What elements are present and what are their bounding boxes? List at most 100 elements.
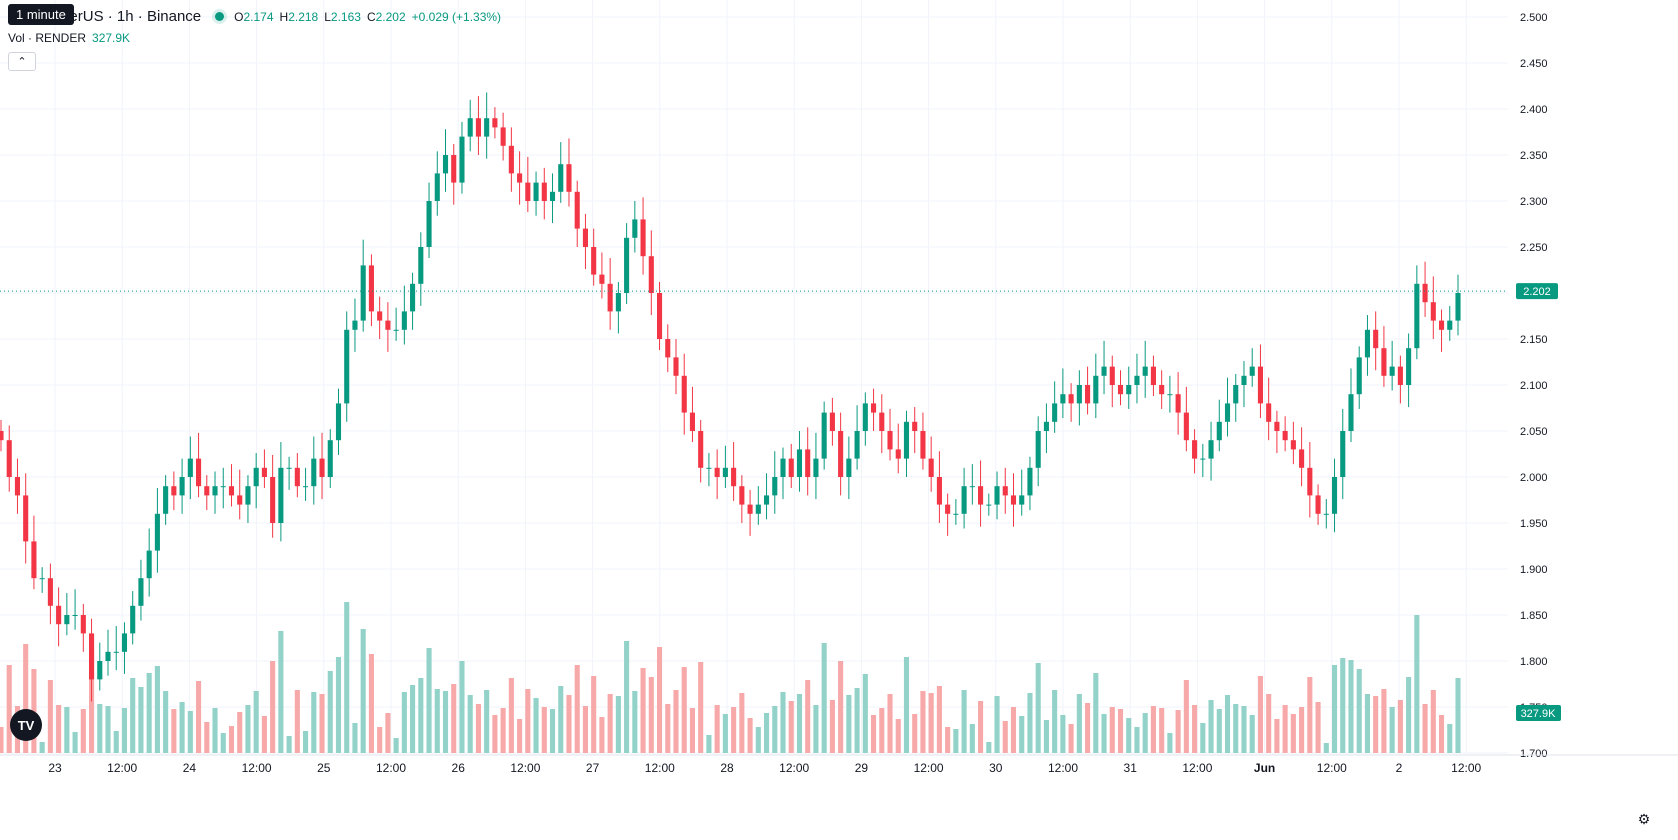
volume-bar: [550, 709, 555, 753]
time-tick-label: 23: [48, 761, 62, 775]
candle-body: [929, 459, 934, 477]
candle-body: [599, 275, 604, 284]
volume-bar: [262, 716, 267, 753]
candle-body: [945, 505, 950, 514]
volume-bar: [221, 733, 226, 753]
volume-bar: [649, 677, 654, 753]
volume-bar: [904, 657, 909, 753]
candle-body: [1258, 367, 1263, 404]
candle-body: [855, 431, 860, 459]
candle-body: [418, 247, 423, 284]
time-tick-label: 2: [1396, 761, 1403, 775]
volume-bar: [48, 680, 53, 753]
candle-body: [1431, 302, 1436, 320]
candle-body: [879, 413, 884, 431]
candle-body: [1176, 394, 1181, 412]
candle-body: [31, 541, 36, 578]
market-status-icon[interactable]: [215, 12, 224, 21]
chevron-up-icon[interactable]: ⌃: [8, 52, 36, 71]
candle-body: [130, 606, 135, 634]
price-tick-label: 1.700: [1520, 748, 1548, 760]
candle-body: [756, 505, 761, 514]
ohlc-open: O2.174: [234, 10, 273, 24]
volume-bar: [1208, 700, 1213, 753]
volume-bar: [1381, 689, 1386, 753]
volume-bar: [196, 681, 201, 753]
volume-bar: [1324, 743, 1329, 753]
candle-body: [748, 505, 753, 514]
candle-body: [1250, 367, 1255, 376]
volume-bar: [352, 723, 357, 753]
ohlc-high-value: 2.218: [288, 10, 318, 24]
volume-bar: [418, 678, 423, 753]
volume-bar: [575, 665, 580, 753]
volume-bar: [1307, 677, 1312, 753]
volume-bar: [122, 708, 127, 753]
volume-bar: [171, 709, 176, 753]
candle-body: [270, 477, 275, 523]
volume-bar: [632, 691, 637, 753]
volume-bar: [1340, 658, 1345, 753]
volume-bar: [1439, 715, 1444, 753]
candle-body: [40, 578, 45, 579]
candle-body: [649, 256, 654, 293]
volume-bar: [385, 713, 390, 753]
volume-bar: [319, 694, 324, 753]
volume-bar: [7, 665, 12, 753]
candle-body: [542, 183, 547, 201]
volume-bar: [616, 696, 621, 753]
candle-body: [624, 238, 629, 293]
volume-bar: [871, 715, 876, 753]
volume-bar: [361, 629, 366, 753]
candle-body: [1274, 422, 1279, 431]
candle-body: [394, 330, 399, 331]
candle-body: [731, 468, 736, 486]
candle-body: [616, 293, 621, 311]
volume-bar: [887, 694, 892, 753]
price-tick-label: 2.350: [1520, 150, 1548, 162]
candle-body: [904, 422, 909, 459]
candle-body: [1316, 495, 1321, 513]
volume-bar: [706, 735, 711, 753]
candle-body: [1225, 403, 1230, 421]
candle-body: [385, 321, 390, 330]
volume-bar: [1225, 695, 1230, 753]
volume-bar: [97, 704, 102, 753]
candle-body: [715, 468, 720, 477]
volume-bar: [920, 691, 925, 753]
volume-bar: [1398, 700, 1403, 753]
candle-body: [287, 468, 292, 469]
last-price-badge-text: 2.202: [1523, 286, 1551, 298]
time-tick-label: 12:00: [242, 761, 272, 775]
tradingview-logo-icon[interactable]: TV: [10, 709, 42, 741]
volume-bar: [1184, 680, 1189, 753]
volume-bar: [1390, 707, 1395, 753]
volume-label[interactable]: Vol · RENDER: [8, 31, 86, 45]
candle-body: [920, 431, 925, 459]
volume-bar: [459, 661, 464, 753]
volume-bar: [295, 690, 300, 753]
candle-body: [1283, 431, 1288, 440]
volume-bar: [962, 690, 967, 753]
volume-bar: [180, 702, 185, 753]
candle-body: [221, 486, 226, 487]
volume-bar: [278, 631, 283, 753]
candle-body: [978, 486, 983, 504]
volume-bar: [1447, 724, 1452, 753]
price-tick-label: 2.450: [1520, 58, 1548, 70]
candle-body: [1077, 385, 1082, 403]
candle-body: [517, 173, 522, 182]
volume-bar: [822, 643, 827, 753]
candle-body: [1373, 330, 1378, 348]
candle-body: [1340, 431, 1345, 477]
volume-bar: [56, 705, 61, 753]
candle-body: [797, 449, 802, 477]
time-axis: 23 12:00 24 12:00 25 12:00 26 12:00 27 12:00 28 12:…: [0, 755, 1678, 775]
volume-bar: [105, 706, 110, 753]
candle-body: [1357, 357, 1362, 394]
gear-icon[interactable]: ⚙: [1635, 810, 1653, 828]
candle-body: [122, 633, 127, 651]
candle-body: [23, 495, 28, 541]
